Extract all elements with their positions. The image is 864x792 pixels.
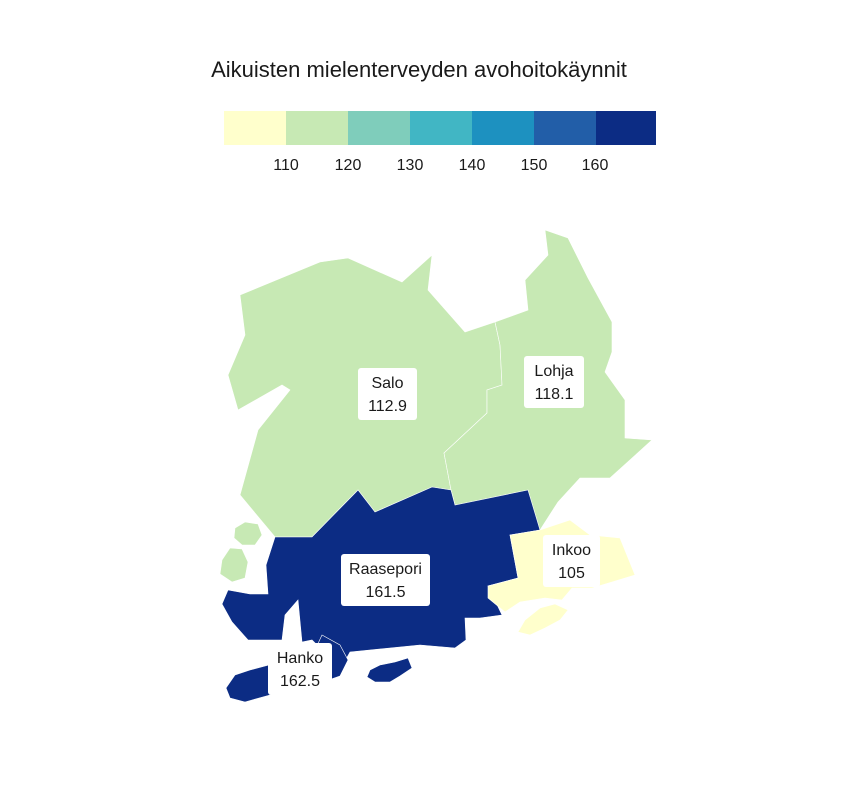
label-lohja-value: 118.1 — [535, 386, 574, 403]
label-lohja: Lohja 118.1 — [524, 356, 584, 408]
label-hanko: Hanko 162.5 — [268, 643, 332, 695]
label-lohja-name: Lohja — [534, 363, 573, 380]
label-hanko-name: Hanko — [277, 650, 323, 667]
legend-swatch-5 — [534, 111, 596, 145]
legend-tick-5: 160 — [582, 157, 609, 174]
label-salo: Salo 112.9 — [358, 368, 417, 420]
color-legend: 110 120 130 140 150 160 — [224, 111, 656, 174]
legend-tick-1: 120 — [335, 157, 362, 174]
label-salo-name: Salo — [371, 375, 403, 392]
region-inkoo-island[interactable] — [517, 603, 569, 636]
legend-swatch-6 — [596, 111, 656, 145]
label-inkoo: Inkoo 105 — [543, 535, 600, 587]
label-salo-box — [358, 368, 417, 420]
label-inkoo-box — [543, 535, 600, 587]
label-raasepori-box — [341, 554, 430, 606]
label-raasepori-value: 161.5 — [365, 584, 405, 601]
label-lohja-box — [524, 356, 584, 408]
regions — [219, 229, 653, 703]
legend-tick-0: 110 — [273, 157, 299, 174]
legend-tick-3: 140 — [459, 157, 486, 174]
legend-tick-2: 130 — [397, 157, 424, 174]
legend-swatch-0 — [224, 111, 286, 145]
region-raasepori-island[interactable] — [366, 657, 413, 683]
map-title: Aikuisten mielenterveyden avohoitokäynni… — [211, 57, 627, 82]
legend-swatch-1 — [286, 111, 348, 145]
map-labels: Salo 112.9 Lohja 118.1 Raasepori 161.5 I… — [268, 356, 600, 695]
label-raasepori: Raasepori 161.5 — [341, 554, 430, 606]
label-salo-value: 112.9 — [368, 398, 407, 415]
label-inkoo-name: Inkoo — [552, 542, 591, 559]
label-hanko-value: 162.5 — [280, 673, 320, 690]
legend-tick-4: 150 — [521, 157, 548, 174]
region-salo-island-2[interactable] — [219, 547, 249, 583]
label-inkoo-value: 105 — [558, 565, 585, 582]
label-raasepori-name: Raasepori — [349, 561, 422, 578]
legend-swatch-2 — [348, 111, 410, 145]
legend-swatch-3 — [410, 111, 472, 145]
legend-swatch-4 — [472, 111, 534, 145]
region-salo-island-1[interactable] — [233, 521, 263, 546]
label-hanko-box — [268, 643, 332, 695]
